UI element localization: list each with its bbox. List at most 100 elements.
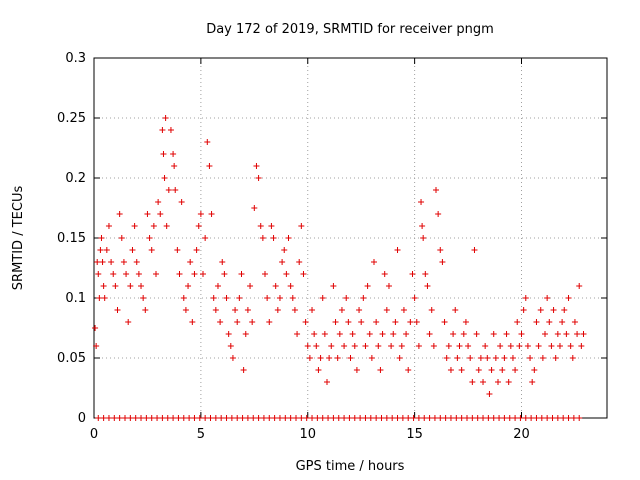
data-point [475,367,482,373]
data-point [496,415,503,421]
data-point [360,295,367,301]
data-point [309,415,316,421]
data-point [206,163,213,169]
x-tick-label: 0 [90,427,98,442]
data-point [486,391,493,397]
data-point [266,319,273,325]
data-point [389,415,396,421]
data-point [529,379,536,385]
y-axis-title: SRMTID / TECUs [11,186,26,291]
data-point [97,247,104,253]
data-point [146,235,153,241]
data-point [480,379,487,385]
data-point [244,415,251,421]
data-point [255,175,262,181]
data-point [161,175,168,181]
data-point [195,223,202,229]
data-point [353,367,360,373]
chart-title: Day 172 of 2019, SRMTID for receiver png… [206,22,494,37]
data-point [580,331,587,337]
data-point [373,319,380,325]
data-point [383,415,390,421]
data-point [167,127,174,133]
data-point [121,415,128,421]
data-point [338,307,345,313]
data-point [364,283,371,289]
data-point [159,127,166,133]
data-point [437,247,444,253]
data-point [268,223,275,229]
data-point [279,259,286,265]
data-point [249,319,256,325]
data-point [411,295,418,301]
data-point [351,343,358,349]
data-point [419,223,426,229]
data-point [433,187,439,193]
data-point [298,223,305,229]
data-point [328,343,335,349]
data-point [335,415,342,421]
data-point [105,415,112,421]
data-point [544,415,551,421]
data-point [554,331,561,337]
data-point [456,343,463,349]
data-point [399,415,406,421]
data-point [482,343,489,349]
data-point [517,415,524,421]
data-point [287,283,294,289]
data-point [549,415,556,421]
data-point [176,271,183,277]
data-point [542,331,549,337]
data-point [347,355,354,361]
data-point [250,415,257,421]
data-point [518,331,525,337]
data-point [214,283,221,289]
data-point [379,331,386,337]
data-point [565,295,572,301]
data-point [332,319,339,325]
y-tick-label: 0.1 [65,291,86,306]
data-point [458,367,465,373]
data-point [225,331,232,337]
data-point [373,415,380,421]
data-point [244,307,251,313]
data-point [458,415,465,421]
data-point [462,319,469,325]
data-point [150,223,157,229]
data-point [98,235,105,241]
data-point [314,415,321,421]
data-point [133,259,140,265]
data-point [561,307,568,313]
data-point [182,307,189,313]
data-point [490,331,497,337]
data-point [420,235,427,241]
data-point [174,247,181,253]
data-point [200,271,207,277]
data-point [492,355,499,361]
data-point [512,415,519,421]
data-point [514,319,521,325]
data-point [99,259,106,265]
data-point [552,355,559,361]
data-point [383,307,390,313]
data-point [283,271,290,277]
data-point [503,331,510,337]
data-point [349,331,356,337]
data-point [100,415,107,421]
data-point [477,355,484,361]
data-point [410,415,417,421]
data-point [428,307,435,313]
data-point [131,223,138,229]
data-point [234,319,241,325]
data-point [171,163,178,169]
data-point [148,247,155,253]
data-point [463,415,470,421]
data-point [138,283,145,289]
data-point [362,415,369,421]
data-point [323,379,330,385]
data-point [413,319,420,325]
data-point [501,415,508,421]
data-point [565,415,572,421]
data-point [95,271,102,277]
